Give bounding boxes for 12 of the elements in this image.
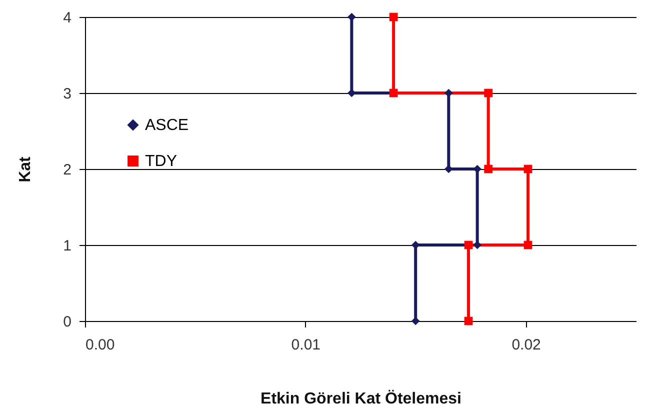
y-tick-label: 2 (63, 162, 72, 178)
y-axis-title: Kat (17, 156, 34, 182)
y-tick-label: 3 (63, 86, 72, 102)
x-tick-label: 0.02 (512, 336, 541, 354)
x-tick-label: 0.00 (86, 336, 115, 354)
legend-label: TDY (145, 153, 178, 170)
legend-label: ASCE (145, 117, 189, 134)
y-tick-label: 1 (63, 238, 72, 254)
x-tick-label: 0.01 (291, 336, 320, 354)
y-tick-label: 0 (63, 314, 72, 330)
y-tick-label: 4 (63, 10, 72, 26)
x-axis-title: Etkin Göreli Kat Ötelemesi (260, 390, 462, 408)
